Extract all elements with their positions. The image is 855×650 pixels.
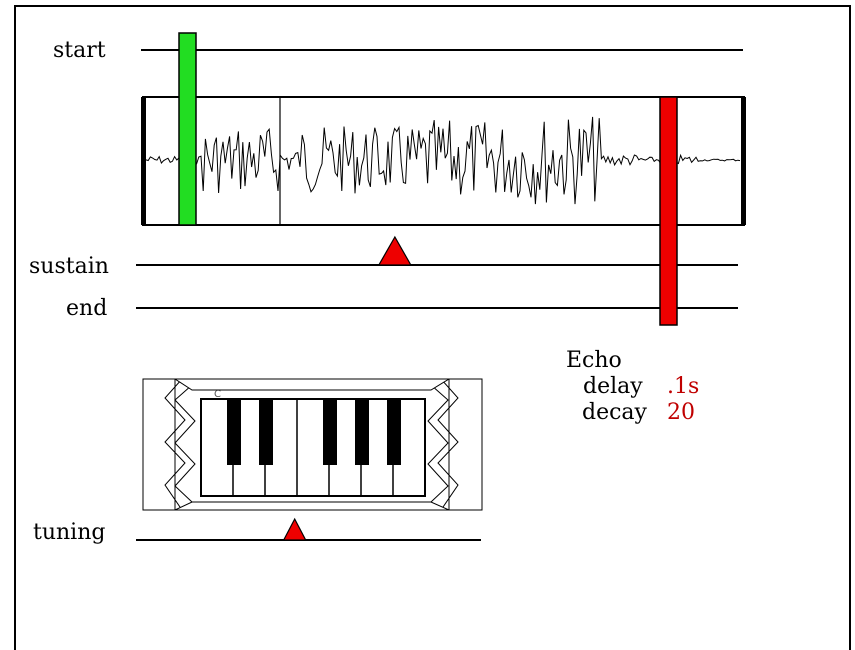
sampler-panel [14, 5, 851, 650]
end-handle[interactable] [659, 96, 678, 326]
tuning-track[interactable] [136, 539, 481, 541]
echo-decay-value[interactable]: 20 [667, 400, 695, 425]
keyboard-start-note: C [214, 389, 221, 400]
sustain-marker[interactable] [377, 235, 412, 266]
tuning-marker[interactable] [282, 517, 307, 541]
end-track[interactable] [136, 307, 738, 309]
echo-decay-label: decay [582, 400, 647, 425]
start-handle[interactable] [178, 32, 197, 226]
sustain-label: sustain [29, 254, 109, 279]
sustain-track[interactable] [136, 264, 738, 266]
tuning-label: tuning [33, 520, 106, 545]
echo-title: Echo [566, 348, 622, 373]
echo-delay-label: delay [583, 374, 643, 399]
start-label: start [53, 38, 106, 63]
echo-delay-value[interactable]: .1s [667, 374, 700, 399]
waveform-line [145, 116, 741, 205]
end-label: end [66, 296, 108, 321]
start-track[interactable] [141, 49, 743, 51]
